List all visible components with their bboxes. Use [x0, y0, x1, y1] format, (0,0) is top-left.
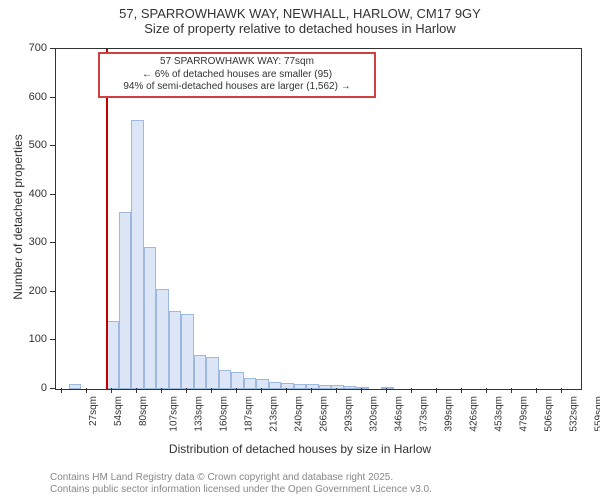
histogram-bar — [169, 311, 182, 389]
histogram-bar — [119, 212, 132, 389]
y-tick — [50, 339, 55, 340]
histogram-bar — [319, 385, 332, 389]
chart-title-address: 57, SPARROWHAWK WAY, NEWHALL, HARLOW, CM… — [0, 0, 600, 21]
x-tick — [361, 388, 362, 393]
x-tick-label: 80sqm — [138, 396, 149, 426]
histogram-bar — [381, 387, 394, 389]
property-marker-line — [106, 49, 108, 389]
y-tick — [50, 242, 55, 243]
x-tick-label: 320sqm — [369, 396, 380, 432]
x-tick — [136, 388, 137, 393]
x-tick-label: 373sqm — [419, 396, 430, 432]
histogram-bar — [131, 120, 144, 389]
x-tick-label: 27sqm — [88, 396, 99, 426]
x-tick — [311, 388, 312, 393]
x-tick-label: 426sqm — [469, 396, 480, 432]
x-tick-label: 133sqm — [194, 396, 205, 432]
x-tick — [261, 388, 262, 393]
x-tick — [186, 388, 187, 393]
x-tick-label: 293sqm — [344, 396, 355, 432]
histogram-bar — [294, 384, 307, 389]
y-tick — [50, 48, 55, 49]
chart-title-desc: Size of property relative to detached ho… — [0, 21, 600, 36]
y-axis-label: Number of detached properties — [11, 127, 25, 307]
annotation-line1: 57 SPARROWHAWK WAY: 77sqm — [106, 56, 368, 69]
histogram-bar — [181, 314, 194, 389]
histogram-bar — [344, 386, 357, 389]
x-tick-label: 346sqm — [394, 396, 405, 432]
histogram-bar — [306, 384, 319, 389]
annotation-line3: 94% of semi-detached houses are larger (… — [106, 81, 368, 94]
footer-line1: Contains HM Land Registry data © Crown c… — [50, 472, 432, 484]
y-tick-label: 100 — [17, 333, 47, 345]
x-tick — [436, 388, 437, 393]
x-tick — [111, 388, 112, 393]
y-tick — [50, 145, 55, 146]
histogram-bar — [69, 384, 82, 389]
y-tick — [50, 97, 55, 98]
histogram-bar — [244, 378, 257, 389]
x-tick-label: 506sqm — [544, 396, 555, 432]
x-tick-label: 453sqm — [494, 396, 505, 432]
x-tick — [461, 388, 462, 393]
y-tick-label: 0 — [17, 382, 47, 394]
y-tick — [50, 194, 55, 195]
histogram-bar — [269, 382, 282, 389]
histogram-bar — [231, 372, 244, 389]
x-tick-label: 107sqm — [169, 396, 180, 432]
x-axis-label: Distribution of detached houses by size … — [0, 442, 600, 456]
footer-line2: Contains public sector information licen… — [50, 484, 432, 496]
x-tick-label: 479sqm — [519, 396, 530, 432]
y-tick-label: 300 — [17, 236, 47, 248]
chart-footer: Contains HM Land Registry data © Crown c… — [50, 472, 432, 496]
annotation-box: 57 SPARROWHAWK WAY: 77sqm ← 6% of detach… — [98, 52, 376, 98]
x-tick — [536, 388, 537, 393]
histogram-bar — [206, 357, 219, 389]
x-tick — [286, 388, 287, 393]
y-tick-label: 500 — [17, 139, 47, 151]
histogram-bar — [256, 379, 269, 389]
x-tick-label: 266sqm — [319, 396, 330, 432]
x-tick — [511, 388, 512, 393]
histogram-bar — [156, 289, 169, 389]
x-tick — [161, 388, 162, 393]
x-tick — [336, 388, 337, 393]
x-tick-label: 532sqm — [569, 396, 580, 432]
histogram-bar — [144, 247, 157, 389]
chart-container: 57, SPARROWHAWK WAY, NEWHALL, HARLOW, CM… — [0, 0, 600, 500]
y-tick — [50, 291, 55, 292]
x-tick — [411, 388, 412, 393]
x-tick — [236, 388, 237, 393]
histogram-bar — [219, 370, 232, 389]
y-tick — [50, 388, 55, 389]
y-tick-label: 400 — [17, 188, 47, 200]
histogram-bar — [356, 387, 369, 389]
x-tick-label: 559sqm — [594, 396, 600, 432]
x-tick — [61, 388, 62, 393]
y-tick-label: 200 — [17, 285, 47, 297]
x-tick — [561, 388, 562, 393]
annotation-line2: ← 6% of detached houses are smaller (95) — [106, 69, 368, 82]
plot-area — [55, 48, 582, 390]
x-tick-label: 54sqm — [113, 396, 124, 426]
histogram-bar — [194, 355, 207, 389]
x-tick-label: 399sqm — [444, 396, 455, 432]
x-tick — [386, 388, 387, 393]
x-tick-label: 187sqm — [244, 396, 255, 432]
x-tick-label: 240sqm — [294, 396, 305, 432]
y-tick-label: 700 — [17, 42, 47, 54]
y-tick-label: 600 — [17, 91, 47, 103]
histogram-bar — [331, 385, 344, 389]
x-tick — [486, 388, 487, 393]
histogram-bar — [281, 383, 294, 389]
x-tick — [86, 388, 87, 393]
x-tick — [211, 388, 212, 393]
x-tick-label: 160sqm — [219, 396, 230, 432]
x-tick-label: 213sqm — [269, 396, 280, 432]
